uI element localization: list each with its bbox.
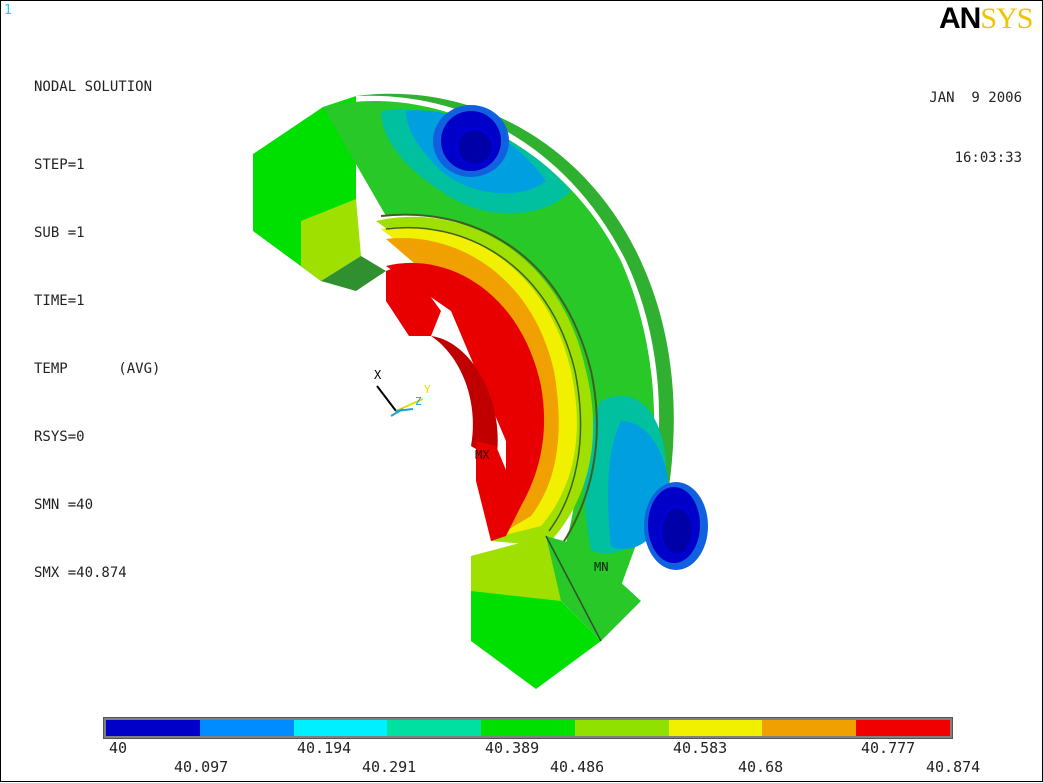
legend-label-upper: 40.583 (673, 739, 728, 757)
triad-z-label: Z (415, 395, 422, 408)
info-temp: TEMP (AVG) (34, 360, 161, 377)
info-sub: SUB =1 (34, 224, 85, 241)
upper-bolt-inner (456, 128, 494, 166)
logo-part-sys: SYS (980, 2, 1033, 35)
inner-groove (380, 213, 598, 547)
legend-swatch (856, 720, 951, 736)
contour-legend-bar (103, 717, 953, 739)
date-label: JAN 9 2006 (929, 90, 1022, 106)
legend-label-upper: 40.389 (485, 739, 540, 757)
upper-hook (386, 263, 441, 336)
legend-label-upper: 40.194 (297, 739, 352, 757)
solution-info: NODAL SOLUTION STEP=1 SUB =1 TIME=1 TEMP… (34, 31, 160, 630)
logo-part-an: AN (939, 2, 981, 35)
top-block-lime (301, 199, 361, 281)
legend-label-lower: 40.291 (362, 758, 417, 776)
lower-block-lime (471, 536, 561, 606)
legend-label-lower: 40.874 (926, 758, 981, 776)
legend-label-lower: 40.486 (550, 758, 605, 776)
legend-label-upper: 40.777 (861, 739, 916, 757)
window-number: 1 (4, 3, 12, 18)
top-block-side (321, 256, 386, 291)
lower-bolt-inner (660, 506, 694, 556)
legend-label-lower: 40.097 (174, 758, 229, 776)
inner-ring-orange (386, 238, 559, 531)
legend-swatch (106, 720, 200, 736)
legend-swatch (481, 720, 575, 736)
legend-swatch (762, 720, 857, 736)
info-smn: SMN =40 (34, 496, 94, 513)
triad-base (390, 408, 404, 417)
info-title: NODAL SOLUTION (34, 79, 153, 96)
coordinate-triad: X Y Z (374, 368, 431, 417)
lower-block-side (546, 536, 641, 641)
triad-y-axis (395, 398, 424, 412)
outer-ring-side (356, 93, 674, 531)
triad-x-axis (376, 385, 397, 412)
lower-block-face (471, 591, 601, 689)
legend-swatch (387, 720, 482, 736)
ansys-logo: ANSYS (939, 2, 1033, 35)
info-time: TIME=1 (34, 292, 85, 309)
timestamp: JAN 9 2006 16:03:33 (929, 48, 1022, 208)
model-viewport[interactable]: MX MN X Y Z (1, 1, 1042, 701)
info-step: STEP=1 (34, 156, 85, 173)
inner-groove-2 (385, 226, 582, 532)
time-label: 16:03:33 (954, 150, 1022, 166)
min-marker: MN (594, 560, 608, 574)
legend-swatch (199, 720, 294, 736)
info-rsys: RSYS=0 (34, 428, 85, 445)
lower-hook (476, 441, 521, 541)
inner-ring-red (386, 262, 545, 521)
legend-swatch (293, 720, 388, 736)
legend-label-upper: 40 (109, 739, 128, 757)
triad-y-label: Y (424, 383, 431, 396)
info-smx: SMX =40.874 (34, 565, 127, 582)
legend-label-lower: 40.68 (738, 758, 784, 776)
triad-x-label: X (374, 368, 382, 382)
block-edge (545, 535, 602, 642)
legend-swatch (668, 720, 763, 736)
legend-swatch (574, 720, 669, 736)
outer-ring-face (323, 101, 655, 642)
inner-bore-shadow (431, 336, 498, 461)
max-marker: MX (475, 448, 490, 462)
